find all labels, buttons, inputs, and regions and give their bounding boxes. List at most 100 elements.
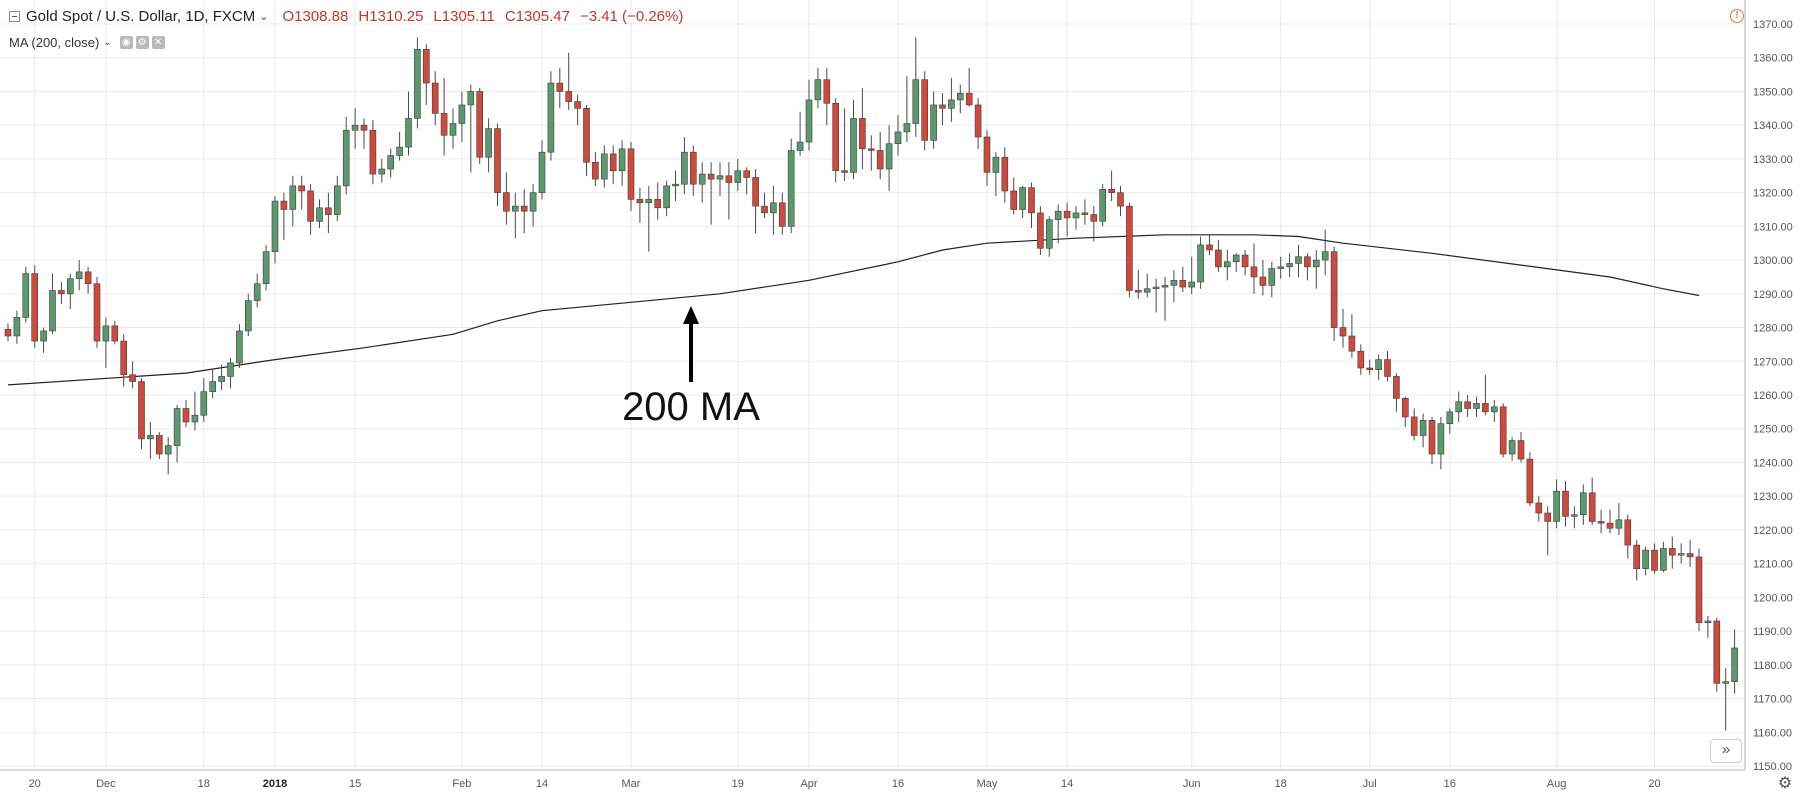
- annotation-arrow-head: [683, 306, 699, 324]
- candle-body: [1633, 544, 1640, 569]
- chevron-down-icon[interactable]: ⌄: [259, 11, 269, 23]
- candle-body: [956, 92, 964, 101]
- eye-icon[interactable]: ◉: [119, 36, 133, 49]
- candle: [912, 37, 920, 137]
- candle: [1304, 253, 1311, 281]
- candle: [1686, 540, 1694, 568]
- candle-body: [1028, 187, 1035, 214]
- candle: [1046, 216, 1053, 257]
- candle: [1660, 541, 1667, 573]
- candle: [983, 130, 991, 186]
- candle-body: [787, 150, 795, 227]
- candle-body: [1348, 335, 1356, 352]
- candle-body: [832, 102, 840, 172]
- candle: [138, 378, 145, 449]
- candle-body: [1126, 205, 1133, 291]
- candle: [885, 125, 893, 191]
- candle-body: [31, 273, 39, 342]
- price-tick-label: 1370.00: [1753, 19, 1793, 31]
- candle: [823, 67, 831, 126]
- candle-body: [1366, 367, 1373, 371]
- candle: [120, 334, 127, 387]
- indicator-label[interactable]: MA (200, close): [9, 35, 100, 50]
- candle: [1446, 408, 1454, 434]
- candle: [1037, 206, 1044, 256]
- high-value: H1310.25: [358, 8, 424, 25]
- candle-body: [1010, 190, 1018, 210]
- candle: [262, 244, 270, 291]
- candle: [974, 98, 982, 149]
- candle: [1428, 416, 1436, 465]
- candle-body: [1099, 188, 1106, 222]
- chevron-down-icon[interactable]: ⌄: [103, 37, 112, 48]
- candle-body: [253, 283, 261, 301]
- candle-body: [58, 290, 65, 295]
- candle-body: [1499, 406, 1507, 455]
- candle: [173, 405, 181, 463]
- low-value: L1305.11: [433, 8, 495, 25]
- candle-body: [467, 91, 475, 106]
- symbol-title[interactable]: Gold Spot / U.S. Dollar, 1D, FXCM: [26, 8, 256, 25]
- candle-body: [1259, 276, 1267, 286]
- alert-icon[interactable]: !: [1730, 9, 1744, 23]
- date-tick-label: 2018: [263, 778, 287, 790]
- candle-body: [1517, 440, 1525, 460]
- price-tick-label: 1260.00: [1753, 390, 1793, 402]
- candle-body: [574, 101, 581, 109]
- candle: [13, 310, 21, 344]
- candle-body: [129, 374, 136, 382]
- candle-body: [1402, 398, 1409, 418]
- close-icon[interactable]: ✕: [151, 36, 165, 49]
- ma200-line[interactable]: [7, 234, 1700, 386]
- candle-body: [903, 123, 911, 133]
- candle: [903, 76, 911, 143]
- candle-body: [681, 151, 688, 185]
- candle-body: [236, 330, 243, 364]
- candle: [529, 184, 537, 227]
- candle: [1677, 543, 1685, 564]
- candle-body: [734, 170, 742, 183]
- candle: [1633, 540, 1640, 581]
- candle: [1482, 374, 1489, 416]
- candle-body: [1615, 519, 1623, 529]
- candle: [832, 98, 840, 183]
- candle: [547, 71, 555, 161]
- price-tick-label: 1230.00: [1753, 491, 1793, 503]
- symbol-row: Gold Spot / U.S. Dollar, 1D, FXCM ⌄ O130…: [0, 8, 683, 25]
- candle-body: [218, 376, 225, 382]
- candle: [458, 91, 466, 143]
- candle: [449, 108, 457, 149]
- candle-body: [992, 156, 1000, 173]
- scroll-to-realtime-button[interactable]: »: [1710, 739, 1742, 763]
- date-tick-label: 18: [198, 778, 210, 790]
- candle-body: [520, 205, 528, 212]
- candle-body: [1215, 249, 1222, 268]
- candle-body: [538, 151, 546, 193]
- candle: [814, 67, 822, 109]
- gear-icon[interactable]: ⚙: [1777, 775, 1793, 792]
- candle: [1161, 276, 1169, 321]
- price-tick-label: 1330.00: [1753, 154, 1793, 166]
- candle-body: [1446, 411, 1454, 424]
- settings-icon[interactable]: ⚙: [135, 36, 149, 49]
- candle: [1330, 246, 1338, 342]
- candle: [1713, 617, 1721, 692]
- candle: [431, 71, 439, 126]
- candle-body: [422, 48, 430, 84]
- candle: [778, 192, 786, 235]
- candle-body: [485, 128, 492, 158]
- candle-body: [351, 124, 359, 131]
- candle: [859, 88, 866, 170]
- candle: [654, 182, 662, 220]
- candle: [84, 266, 92, 294]
- candle-body: [209, 381, 216, 392]
- candle-body: [600, 153, 608, 180]
- moving-average-layer: [7, 234, 1700, 386]
- candle-body: [609, 153, 617, 172]
- date-tick-label: Mar: [622, 778, 641, 790]
- candle: [1437, 416, 1445, 470]
- collapse-icon[interactable]: [9, 11, 20, 22]
- candle-body: [1393, 376, 1400, 399]
